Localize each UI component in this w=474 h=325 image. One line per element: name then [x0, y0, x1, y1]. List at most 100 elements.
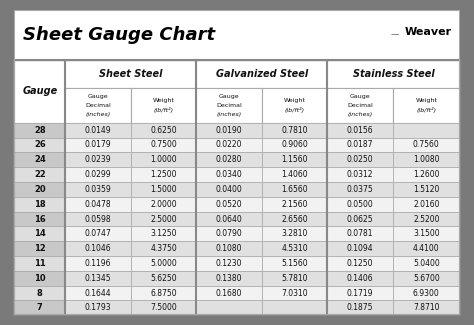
Bar [65, 227, 131, 241]
Text: 7: 7 [37, 303, 43, 312]
Text: Stainless Steel: Stainless Steel [353, 69, 435, 79]
Bar [14, 227, 65, 241]
Text: Decimal: Decimal [216, 103, 242, 108]
Bar [196, 300, 262, 315]
Text: 5.0400: 5.0400 [413, 259, 440, 268]
Bar [262, 256, 328, 271]
Text: 0.0312: 0.0312 [347, 170, 374, 179]
Bar [65, 137, 131, 152]
Text: 3.2810: 3.2810 [282, 229, 308, 238]
Bar [196, 241, 262, 256]
Bar [328, 197, 393, 212]
Text: 0.0220: 0.0220 [216, 140, 243, 150]
Bar [393, 123, 460, 137]
Text: 0.0500: 0.0500 [347, 200, 374, 209]
Text: Weight: Weight [415, 98, 438, 103]
Bar [14, 152, 65, 167]
Text: 0.1406: 0.1406 [347, 274, 374, 283]
Text: 5.0000: 5.0000 [150, 259, 177, 268]
FancyBboxPatch shape [14, 10, 460, 60]
Text: 0.7560: 0.7560 [413, 140, 440, 150]
Text: 2.6560: 2.6560 [282, 214, 308, 224]
Text: Gauge: Gauge [350, 94, 371, 98]
Bar [262, 271, 328, 286]
Text: (lb/ft²): (lb/ft²) [416, 107, 437, 113]
Bar [14, 212, 65, 227]
Bar [131, 300, 196, 315]
Text: 0.1644: 0.1644 [85, 289, 111, 298]
Bar [14, 271, 65, 286]
Text: Decimal: Decimal [347, 103, 373, 108]
Text: 0.1080: 0.1080 [216, 244, 243, 253]
Text: Gauge: Gauge [88, 94, 109, 98]
Bar [131, 197, 196, 212]
Text: 0.0250: 0.0250 [347, 155, 374, 164]
Text: 2.5200: 2.5200 [413, 214, 439, 224]
Bar [328, 300, 393, 315]
Bar [131, 137, 196, 152]
Text: 0.0340: 0.0340 [216, 170, 243, 179]
Bar [65, 123, 131, 137]
Text: 1.5120: 1.5120 [413, 185, 439, 194]
Text: 0.1719: 0.1719 [347, 289, 374, 298]
Bar [196, 60, 328, 88]
Text: 0.0640: 0.0640 [216, 214, 243, 224]
Bar [131, 286, 196, 300]
Text: 1.2600: 1.2600 [413, 170, 439, 179]
Bar [262, 286, 328, 300]
Bar [14, 123, 65, 137]
Bar [14, 60, 65, 123]
Bar [196, 123, 262, 137]
Bar [393, 241, 460, 256]
Text: 5.6250: 5.6250 [150, 274, 177, 283]
Bar [328, 88, 393, 123]
Bar [328, 212, 393, 227]
Bar [393, 152, 460, 167]
Bar [131, 167, 196, 182]
Text: 0.0478: 0.0478 [85, 200, 111, 209]
Text: 0.0280: 0.0280 [216, 155, 243, 164]
Bar [131, 256, 196, 271]
Bar [65, 88, 131, 123]
Text: 11: 11 [34, 259, 46, 268]
Text: 0.0149: 0.0149 [85, 126, 111, 135]
Bar [196, 197, 262, 212]
Bar [328, 241, 393, 256]
Bar [65, 60, 196, 88]
Text: 3.1500: 3.1500 [413, 229, 440, 238]
Bar [131, 241, 196, 256]
Text: 0.9060: 0.9060 [282, 140, 308, 150]
Bar [65, 182, 131, 197]
Bar [14, 256, 65, 271]
Text: (lb/ft²): (lb/ft²) [285, 107, 305, 113]
Text: 7.0310: 7.0310 [282, 289, 308, 298]
Text: 2.5000: 2.5000 [150, 214, 177, 224]
Bar [196, 212, 262, 227]
Bar [328, 152, 393, 167]
Bar [65, 241, 131, 256]
Bar [393, 227, 460, 241]
Text: 1.1560: 1.1560 [282, 155, 308, 164]
Bar [14, 197, 65, 212]
Text: 8: 8 [37, 289, 43, 298]
Text: Galvanized Steel: Galvanized Steel [216, 69, 308, 79]
Bar [328, 256, 393, 271]
Bar [393, 271, 460, 286]
Text: 0.1680: 0.1680 [216, 289, 243, 298]
Text: 4.5310: 4.5310 [282, 244, 308, 253]
Text: —: — [391, 31, 400, 39]
Text: 0.0400: 0.0400 [216, 185, 243, 194]
Bar [393, 286, 460, 300]
Text: 1.0080: 1.0080 [413, 155, 439, 164]
Text: 0.0790: 0.0790 [216, 229, 243, 238]
Text: 20: 20 [34, 185, 46, 194]
Text: 0.1046: 0.1046 [85, 244, 111, 253]
Text: 18: 18 [34, 200, 46, 209]
Text: Weight: Weight [284, 98, 306, 103]
Bar [328, 271, 393, 286]
Text: 24: 24 [34, 155, 46, 164]
Text: 2.1560: 2.1560 [282, 200, 308, 209]
Text: 1.6560: 1.6560 [282, 185, 308, 194]
Text: 5.6700: 5.6700 [413, 274, 440, 283]
Text: 0.0747: 0.0747 [85, 229, 111, 238]
